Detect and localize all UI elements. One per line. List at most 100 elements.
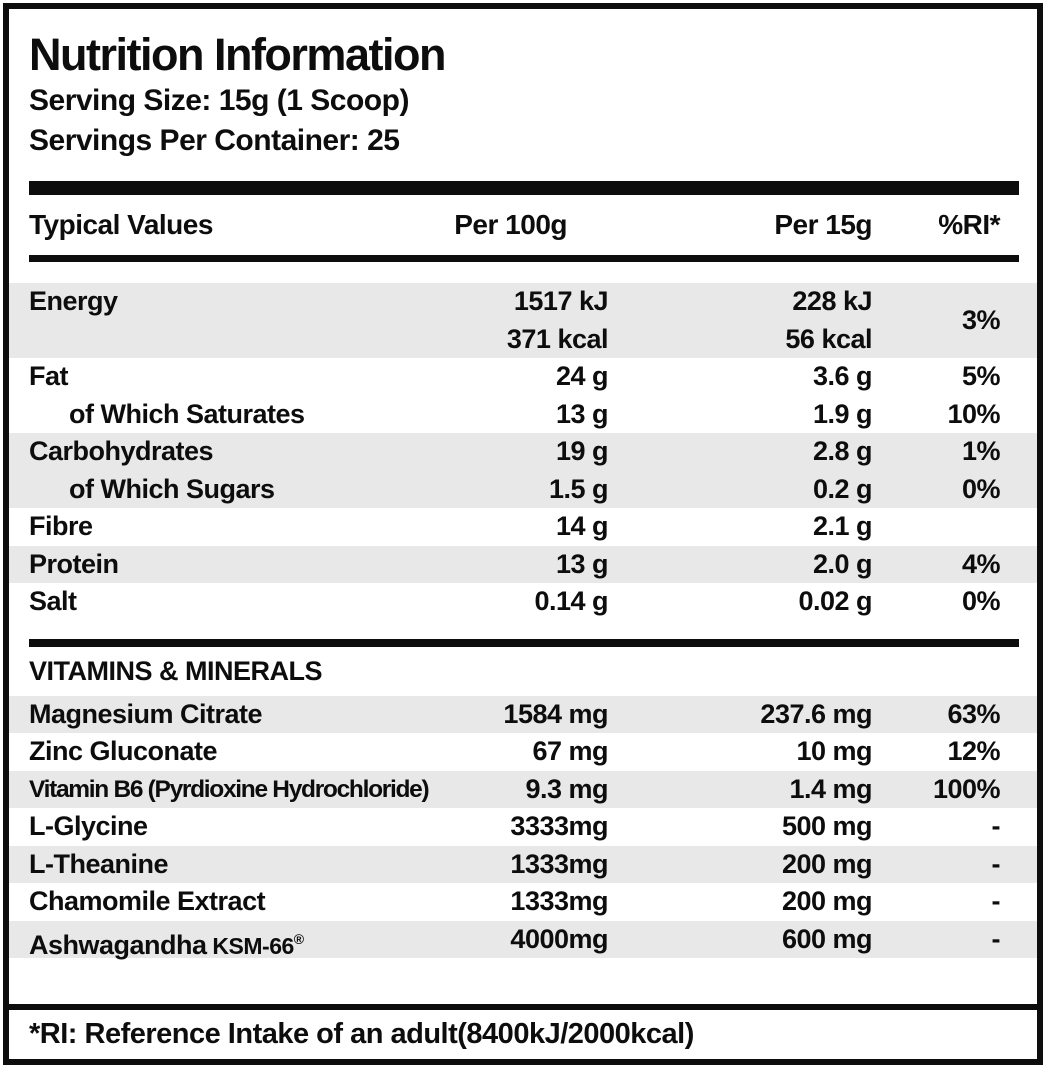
nutrient-name: Salt <box>29 586 77 616</box>
value-line: 228 kJ <box>792 286 872 316</box>
value-line: 1517 kJ <box>513 286 609 316</box>
footnote-row: *RI: Reference Intake of an adult(8400kJ… <box>9 1010 1037 1059</box>
per-100g-value: 9.3 mg <box>525 773 608 804</box>
per-100g-value: 67 mg <box>532 736 608 766</box>
value-line: 1.9 g <box>812 398 873 429</box>
supplement-name: Vitamin B6 (Pyrdioxine Hydrochloride) <box>29 771 433 809</box>
ri-value <box>872 508 1019 546</box>
value-line: 2.8 g <box>812 436 873 466</box>
supplement-row: Magnesium Citrate 1584 mg 237.6 mg 63% <box>9 695 1037 734</box>
column-per-100g: Per 100g <box>454 209 567 240</box>
nutrient-name: Protein <box>29 548 119 579</box>
nutrition-row: of Which Saturates 13 g 1.9 g 10% <box>9 396 1037 434</box>
supplement-name-text: Ashwagandha <box>29 929 207 960</box>
nutrient-name: Fat <box>29 361 69 391</box>
per-100g-value: 13 g <box>433 396 609 434</box>
per-100g-value: 14 g <box>433 508 609 546</box>
supplement-table: Magnesium Citrate 1584 mg 237.6 mg 63% Zinc … <box>9 695 1037 960</box>
per-15g-value: 2.8 g <box>608 433 873 471</box>
spacer-gap <box>9 621 1037 639</box>
label-header: Nutrition Information Serving Size: 15g … <box>9 9 1037 161</box>
per-15g-value: 237.6 mg <box>760 698 872 729</box>
per-15g-value: 0.02 g <box>608 583 872 621</box>
per-100g-value: 0.14 g <box>433 583 608 621</box>
value-line: 2.0 g <box>812 548 873 579</box>
label-title: Nutrition Information <box>29 29 446 80</box>
divider-section <box>29 638 1019 647</box>
ri-value: 63% <box>947 698 1000 729</box>
supplement-name: Magnesium Citrate <box>29 696 433 734</box>
value-line: 14 g <box>555 511 609 541</box>
supplement-name: Ashwagandha KSM-66® <box>29 921 433 966</box>
ri-value: 1% <box>961 436 1001 466</box>
supplement-row: L-Theanine 1333mg 200 mg - <box>9 845 1037 884</box>
value-line: 1.5 g <box>548 473 609 504</box>
per-15g-value: 600 mg <box>781 923 873 954</box>
ri-value: - <box>991 811 1001 841</box>
spacer-gap <box>9 262 1037 283</box>
nutrition-row: Carbohydrates 19 g 2.8 g 1% <box>9 433 1037 471</box>
supplement-name: L-Glycine <box>29 808 433 846</box>
per-100g-value: 24 g <box>433 358 609 396</box>
registered-trademark-symbol: ® <box>293 930 305 947</box>
supplement-row: Ashwagandha KSM-66® 4000mg 600 mg - <box>9 920 1037 960</box>
nutrient-name: of Which Saturates <box>69 398 305 429</box>
divider-footer <box>9 1004 1037 1010</box>
value-line: 13 g <box>555 548 609 579</box>
value-line: 56 kcal <box>785 323 872 354</box>
spacer-flex <box>9 958 1037 1004</box>
value-line: 0.2 g <box>812 473 873 504</box>
value-line: 371 kcal <box>506 323 609 354</box>
ri-value: 5% <box>961 361 1001 391</box>
serving-size: Serving Size: 15g (1 Scoop) <box>29 84 409 117</box>
ri-value: 100% <box>932 773 1001 804</box>
nutrient-name: Carbohydrates <box>29 436 214 466</box>
per-15g-value: 200 mg <box>781 886 873 916</box>
nutrition-row: Protein 13 g 2.0 g 4% <box>9 545 1037 584</box>
trademark-name: KSM-66 <box>206 932 294 959</box>
ri-value: 0% <box>961 586 1001 616</box>
nutrition-row: of Which Sugars 1.5 g 0.2 g 0% <box>9 470 1037 509</box>
per-100g-value: 4000mg <box>510 923 608 954</box>
section-title: VITAMINS & MINERALS <box>29 655 323 686</box>
divider-top-thick <box>29 181 1019 195</box>
per-15g-value: 2.0 g <box>608 546 873 584</box>
per-15g-value: 0.2 g <box>608 471 873 509</box>
supplement-name-text: Zinc Gluconate <box>29 736 218 766</box>
per-100g-value: 1517 kJ 371 kcal <box>433 283 609 358</box>
footnote-text: *RI: Reference Intake of an adult(8400kJ… <box>29 1018 694 1050</box>
per-100g-value: 1584 mg <box>503 698 608 729</box>
column-typical-values: Typical Values <box>29 209 213 240</box>
ri-value: - <box>991 923 1001 954</box>
per-100g-value: 19 g <box>433 433 609 471</box>
ri-value: 10% <box>947 398 1000 429</box>
value-line: 13 g <box>555 398 609 429</box>
per-100g-value: 1333mg <box>510 886 608 916</box>
ri-value: - <box>991 848 1001 879</box>
supplement-name-text: L-Glycine <box>29 811 148 841</box>
ri-value: 12% <box>947 736 1000 766</box>
nutrition-label: Nutrition Information Serving Size: 15g … <box>3 3 1043 1065</box>
per-15g-value: 1.9 g <box>608 396 873 434</box>
per-15g-value: 10 mg <box>796 736 872 766</box>
supplement-row: Chamomile Extract 1333mg 200 mg - <box>9 883 1037 921</box>
supplement-name-text: Chamomile Extract <box>29 886 266 916</box>
value-line: 2.1 g <box>812 511 873 541</box>
nutrition-row: Fibre 14 g 2.1 g <box>9 508 1037 546</box>
column-ri: %RI* <box>938 209 1000 240</box>
per-15g-value: 2.1 g <box>608 508 873 546</box>
nutrition-row: Salt 0.14 g 0.02 g 0% <box>9 583 1037 621</box>
ri-value: 3% <box>961 304 1001 335</box>
value-line: 0.14 g <box>534 586 608 616</box>
per-100g-value: 3333mg <box>510 811 608 841</box>
nutrient-name: Fibre <box>29 511 93 541</box>
supplement-name-text: Magnesium Citrate <box>29 698 263 729</box>
value-line: 24 g <box>555 361 609 391</box>
supplement-name: Zinc Gluconate <box>29 733 433 771</box>
nutrition-row: Energy 1517 kJ 371 kcal 228 kJ 56 kcal 3% <box>9 283 1037 358</box>
supplement-row: L-Glycine 3333mg 500 mg - <box>9 808 1037 846</box>
nutrition-row: Fat 24 g 3.6 g 5% <box>9 358 1037 396</box>
per-15g-value: 3.6 g <box>608 358 873 396</box>
supplement-row: Vitamin B6 (Pyrdioxine Hydrochloride) 9.3… <box>9 770 1037 809</box>
supplement-name: L-Theanine <box>29 846 433 884</box>
